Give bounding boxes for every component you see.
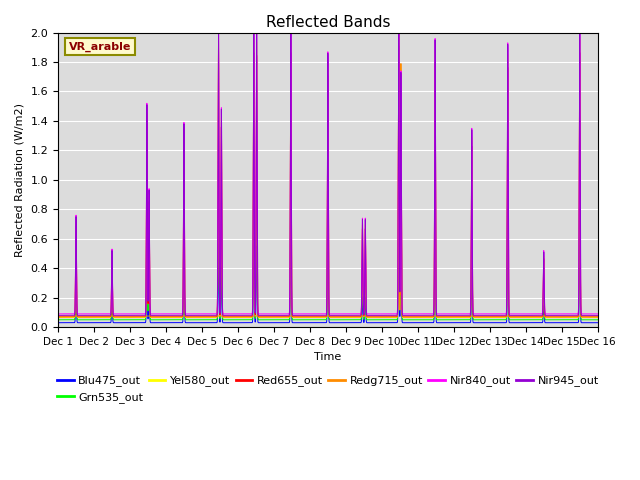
Redg715_out (474, 313, 482, 319)
Grn535_out (54, 317, 62, 323)
Red655_out (474, 314, 482, 320)
Yel580_out (395, 30, 403, 36)
Nir945_out (495, 312, 503, 318)
Nir945_out (83, 312, 90, 318)
Line: Nir945_out: Nir945_out (58, 33, 598, 315)
Redg715_out (495, 313, 503, 319)
Nir945_out (474, 312, 482, 318)
Redg715_out (83, 313, 90, 319)
Nir945_out (460, 312, 467, 318)
Line: Red655_out: Red655_out (58, 46, 598, 317)
Yel580_out (460, 315, 467, 321)
Line: Redg715_out: Redg715_out (58, 33, 598, 316)
Redg715_out (399, 313, 406, 319)
Grn535_out (474, 317, 482, 323)
Nir945_out (399, 312, 406, 318)
Nir840_out (214, 30, 222, 36)
Nir840_out (460, 311, 467, 317)
Red655_out (54, 314, 62, 320)
Line: Blu475_out: Blu475_out (58, 243, 598, 323)
Blu475_out (495, 320, 503, 325)
Blu475_out (83, 320, 90, 325)
Red655_out (460, 314, 467, 320)
Line: Yel580_out: Yel580_out (58, 33, 598, 318)
Red655_out (495, 314, 503, 320)
Red655_out (395, 43, 403, 48)
Red655_out (594, 314, 602, 320)
Nir840_out (54, 311, 62, 317)
Grn535_out (83, 317, 90, 323)
Redg715_out (460, 313, 467, 319)
Grn535_out (399, 317, 406, 323)
Line: Grn535_out: Grn535_out (58, 134, 598, 320)
Grn535_out (495, 317, 503, 323)
Blu475_out (395, 240, 403, 246)
Redg715_out (54, 313, 62, 319)
Blu475_out (594, 320, 602, 325)
Red655_out (488, 314, 495, 320)
Redg715_out (594, 313, 602, 319)
Line: Nir840_out: Nir840_out (58, 33, 598, 314)
Yel580_out (83, 315, 90, 321)
Nir840_out (474, 311, 482, 317)
Grn535_out (594, 317, 602, 323)
Nir840_out (488, 311, 495, 317)
Redg715_out (488, 313, 495, 319)
Yel580_out (474, 315, 482, 321)
Nir840_out (495, 311, 503, 317)
Red655_out (399, 314, 406, 320)
Yel580_out (488, 315, 495, 321)
Grn535_out (488, 317, 495, 323)
Blu475_out (460, 320, 467, 325)
Blu475_out (474, 320, 482, 325)
Redg715_out (395, 30, 403, 36)
Blu475_out (399, 320, 406, 325)
Nir945_out (214, 30, 222, 36)
Text: VR_arable: VR_arable (69, 41, 131, 52)
Nir945_out (594, 312, 602, 318)
Yel580_out (495, 315, 503, 321)
Nir945_out (488, 312, 495, 318)
Nir840_out (399, 311, 406, 317)
Red655_out (83, 314, 90, 320)
Grn535_out (460, 317, 467, 323)
Legend: Blu475_out, Grn535_out, Yel580_out, Red655_out, Redg715_out, Nir840_out, Nir945_: Blu475_out, Grn535_out, Yel580_out, Red6… (52, 371, 603, 407)
Yel580_out (399, 314, 406, 320)
Y-axis label: Reflected Radiation (W/m2): Reflected Radiation (W/m2) (15, 103, 25, 257)
Nir840_out (594, 311, 602, 317)
Blu475_out (488, 320, 495, 325)
Nir840_out (83, 311, 90, 317)
Title: Reflected Bands: Reflected Bands (266, 15, 390, 30)
Blu475_out (54, 320, 62, 325)
Yel580_out (54, 315, 62, 321)
Yel580_out (594, 315, 602, 321)
Nir945_out (54, 312, 62, 318)
X-axis label: Time: Time (314, 352, 342, 362)
Grn535_out (395, 132, 403, 137)
